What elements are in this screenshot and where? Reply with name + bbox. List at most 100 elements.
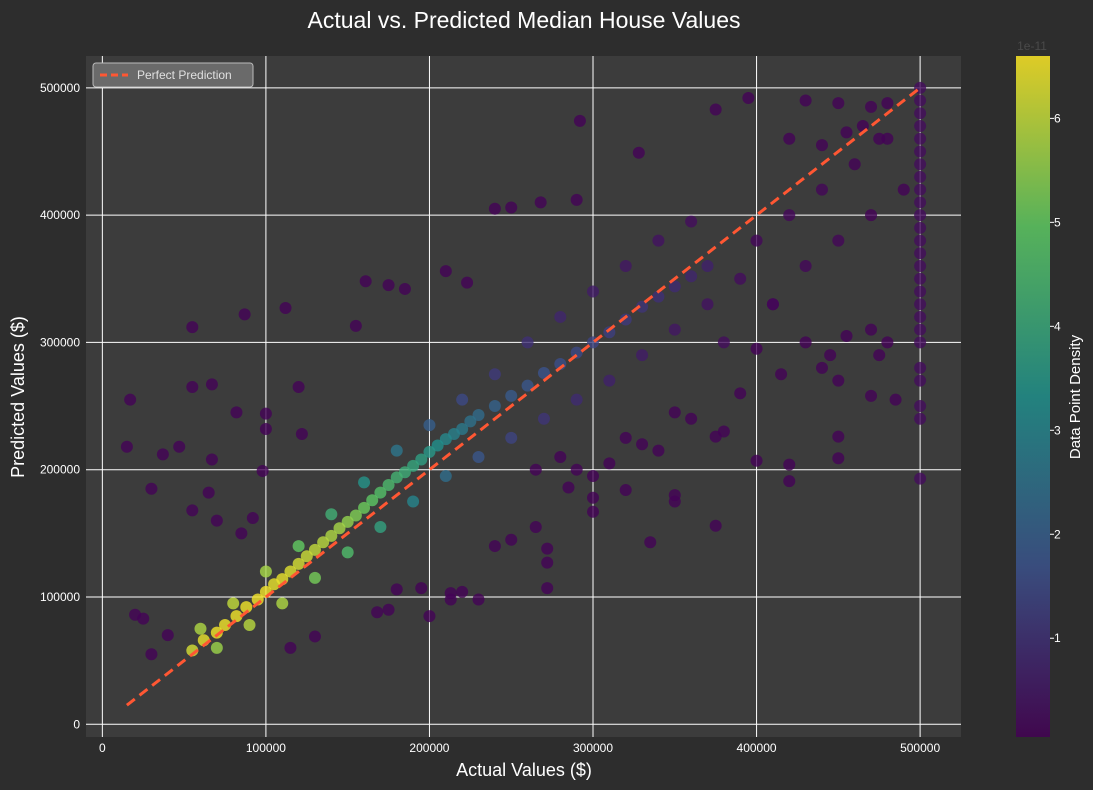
colorbar-tick-label: 4 <box>1054 319 1061 333</box>
data-point <box>799 260 812 273</box>
data-point <box>685 412 698 425</box>
data-point <box>295 428 308 441</box>
data-point <box>230 610 243 623</box>
data-point <box>914 170 927 183</box>
data-point <box>914 107 927 120</box>
data-point <box>636 438 649 451</box>
data-point <box>382 603 395 616</box>
data-point <box>292 380 305 393</box>
data-point <box>570 193 583 206</box>
data-point <box>554 450 567 463</box>
data-point <box>619 431 632 444</box>
data-point <box>873 349 886 362</box>
data-point <box>276 597 289 610</box>
y-tick-label: 300000 <box>40 335 80 349</box>
x-axis-ticks: 0 100000 200000 300000 400000 500000 <box>99 741 940 755</box>
data-point <box>750 454 763 467</box>
data-point <box>636 300 649 313</box>
data-point <box>529 463 542 476</box>
data-point <box>259 565 272 578</box>
data-point <box>824 349 837 362</box>
data-point <box>570 463 583 476</box>
data-point <box>137 612 150 625</box>
data-point <box>349 319 362 332</box>
data-point <box>914 132 927 145</box>
data-point <box>914 472 927 485</box>
data-point <box>573 114 586 127</box>
data-point <box>914 196 927 209</box>
data-point <box>407 459 420 472</box>
data-point <box>636 349 649 362</box>
data-point <box>587 505 600 518</box>
data-point <box>541 542 554 555</box>
data-point <box>914 158 927 171</box>
data-point <box>865 209 878 222</box>
data-point <box>341 515 354 528</box>
data-point <box>709 103 722 116</box>
y-tick-label: 200000 <box>40 463 80 477</box>
data-point <box>308 571 321 584</box>
perfect-prediction-line <box>125 86 922 707</box>
data-point <box>398 282 411 295</box>
data-point <box>505 533 518 546</box>
data-point <box>840 330 853 343</box>
data-point <box>423 610 436 623</box>
data-point <box>799 94 812 107</box>
data-point <box>848 158 861 171</box>
data-point <box>415 582 428 595</box>
data-point <box>292 557 305 570</box>
data-point <box>374 486 387 499</box>
data-point <box>783 209 796 222</box>
data-point <box>382 478 395 491</box>
data-point <box>832 430 845 443</box>
data-point <box>358 501 371 514</box>
data-point <box>881 336 894 349</box>
data-point <box>587 470 600 483</box>
y-axis-label: Predicted Values ($) <box>8 316 28 478</box>
x-tick-label: 100000 <box>246 741 286 755</box>
data-point <box>173 440 186 453</box>
data-point <box>341 546 354 559</box>
data-point <box>308 543 321 556</box>
data-point <box>668 406 681 419</box>
scatter-points <box>120 81 927 661</box>
data-point <box>505 431 518 444</box>
x-tick-label: 500000 <box>900 741 940 755</box>
data-point <box>256 464 269 477</box>
data-point <box>541 556 554 569</box>
data-point <box>914 336 927 349</box>
data-point <box>873 132 886 145</box>
data-point <box>914 272 927 285</box>
data-point <box>279 302 292 315</box>
data-point <box>914 361 927 374</box>
data-point <box>815 139 828 152</box>
data-point <box>914 120 927 133</box>
data-point <box>914 400 927 413</box>
data-point <box>766 298 779 311</box>
data-point <box>783 132 796 145</box>
data-point <box>120 440 133 453</box>
data-point <box>914 221 927 234</box>
data-point <box>815 361 828 374</box>
data-point <box>881 97 894 110</box>
data-point <box>914 285 927 298</box>
data-point <box>914 183 927 196</box>
data-point <box>914 412 927 425</box>
data-point <box>799 336 812 349</box>
data-point <box>914 234 927 247</box>
x-axis-label: Actual Values ($) <box>456 760 592 780</box>
data-point <box>562 481 575 494</box>
data-point <box>325 529 338 542</box>
data-point <box>914 247 927 260</box>
data-point <box>243 618 256 631</box>
data-point <box>238 308 251 321</box>
data-point <box>537 366 550 379</box>
data-point <box>603 457 616 470</box>
data-point <box>914 94 927 107</box>
data-point <box>292 540 305 553</box>
data-point <box>488 202 501 215</box>
data-point <box>205 453 218 466</box>
data-point <box>359 275 372 288</box>
data-point <box>423 445 436 458</box>
data-point <box>521 336 534 349</box>
